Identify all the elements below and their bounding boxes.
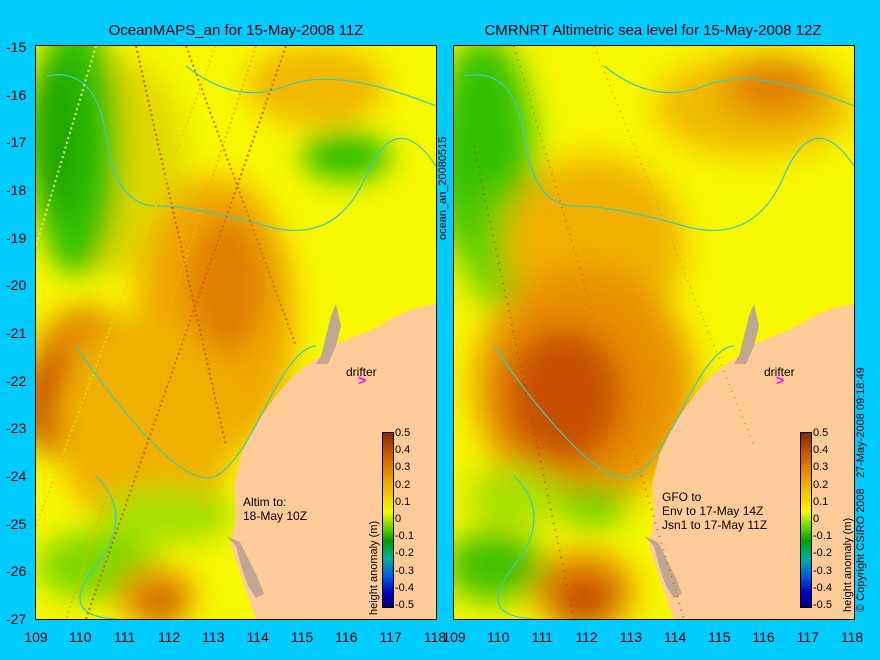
lat-tick-label: -15 [6,39,27,55]
lon-tick-label: 116 [335,629,358,645]
lon-tick-label: 114 [246,629,269,645]
copyright-label: © Copyright CSIRO 2008 [855,488,867,612]
colorbar-tick-label: 0.3 [813,461,829,474]
lon-tick-label: 114 [663,629,687,645]
lat-tick-label: -25 [6,515,27,532]
lon-tick-label: 117 [379,629,402,645]
lat-tick-label: -17 [6,134,27,151]
lat-tick-label: -26 [6,563,27,580]
left-colorbar [382,432,394,608]
lon-tick-label: 115 [290,629,314,645]
colorbar-tick-label: -0.2 [395,547,414,560]
left-drifter-arrow-icon: > [358,372,367,388]
lat-tick-label: -23 [6,420,27,437]
right-colorbar [800,432,812,608]
left-map-title: OceanMAPS_an for 15-May-2008 11Z [108,22,364,39]
right-drifter-label: drifter [764,365,795,379]
colorbar-tick-label: -0.5 [395,599,414,611]
lon-tick-label: 112 [575,629,598,645]
lon-tick-label: 118 [423,629,447,645]
lat-tick-label: -24 [6,468,27,484]
right-drifter-arrow-icon: > [776,372,785,388]
colorbar-tick-label: 0.5 [395,427,411,439]
lon-tick-label: 118 [840,629,864,645]
colorbar-tick-label: 0 [395,513,402,525]
lat-tick-label: -16 [6,86,27,103]
lon-tick-label: 109 [24,629,48,645]
timestamp-label: 27-May-2008 09:18:49 [855,367,867,478]
lat-tick-label: -22 [6,372,27,389]
lon-tick-label: 111 [531,629,554,645]
colorbar-tick-label: -0.3 [395,564,414,577]
lon-tick-label: 117 [796,629,819,645]
colorbar-tick-label: 0.4 [813,444,829,457]
colorbar-tick-label: -0.2 [813,547,832,560]
right-satellite-annotation: GFO to Env to 17-May 14Z Jsn1 to 17-May … [662,490,768,532]
lon-tick-label: 111 [114,629,136,645]
colorbar-tick-label: 0.2 [813,478,829,491]
colorbar-tick-label: 0 [813,513,820,525]
lat-tick-label: -20 [6,277,27,294]
colorbar-tick-label: -0.4 [813,581,832,594]
colorbar-tick-label: -0.1 [395,530,414,543]
colorbar-tick-label: 0.3 [395,461,411,474]
lon-tick-label: 113 [619,629,643,645]
colorbar-tick-label: 0.4 [395,444,411,457]
lon-tick-label: 110 [69,629,92,645]
right-colorbar-label: height anomaly (m) [842,517,854,612]
colorbar-tick-label: 0.5 [813,427,829,439]
lon-tick-label: 116 [752,629,775,645]
lat-tick-label: -18 [6,182,27,198]
lon-tick-label: 115 [708,629,731,645]
left-colorbar-label: height anomaly (m) [368,520,380,615]
colorbar-tick-label: -0.3 [813,564,832,577]
lon-tick-label: 112 [157,629,181,645]
right-map-panel [453,45,855,620]
lon-tick-label: 113 [202,629,225,645]
right-map-title: CMRNRT Altimetric sea level for 15-May-2… [484,22,822,39]
colorbar-tick-label: -0.4 [395,581,414,594]
colorbar-tick-label: -0.1 [813,530,832,543]
lat-tick-label: -19 [6,229,27,246]
colorbar-tick-label: 0.1 [395,495,411,508]
colorbar-tick-label: 0.2 [395,478,411,491]
lat-tick-label: -27 [6,611,27,627]
left-altim-annotation: Altim to: 18-May 10Z [243,495,308,523]
lon-tick-label: 109 [442,629,466,645]
colorbar-tick-label: 0.1 [813,495,829,508]
left-drifter-label: drifter [346,365,377,379]
colorbar-tick-label: -0.5 [813,599,832,611]
lat-tick-label: -21 [6,325,27,341]
lon-tick-label: 110 [487,629,510,645]
side-file-label: ocean_an_20080515 [437,136,449,240]
